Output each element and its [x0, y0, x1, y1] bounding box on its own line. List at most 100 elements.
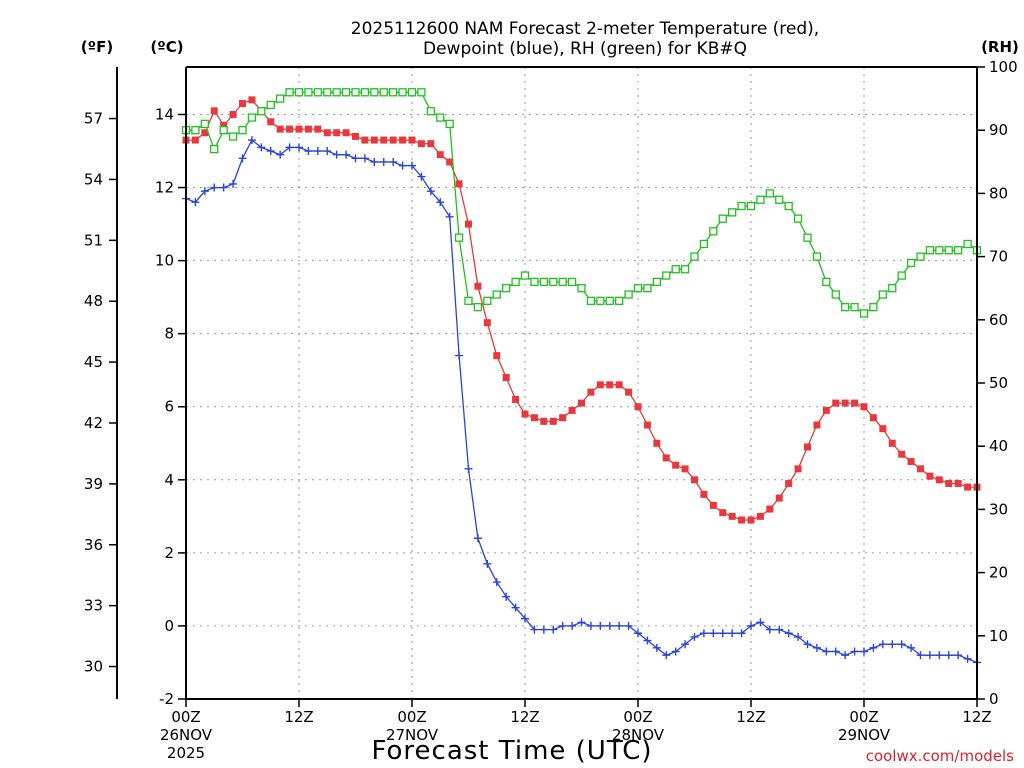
rh-point — [219, 126, 228, 135]
celsius-axis-unit: (ºC) — [150, 38, 183, 56]
x-tick-label: 27NOV — [386, 726, 439, 744]
temperature-point — [352, 132, 359, 140]
rh-point — [454, 233, 464, 242]
temperature-point — [276, 125, 284, 133]
dewpoint-point — [831, 647, 840, 656]
temperature-point — [709, 501, 717, 509]
rh-point — [389, 88, 398, 97]
fahrenheit-tick-label: 45 — [84, 353, 103, 371]
rh-point — [718, 214, 727, 223]
rh-tick-label: 10 — [989, 627, 1008, 645]
dewpoint-point — [351, 154, 360, 163]
dewpoint-point — [577, 618, 586, 627]
rh-point — [605, 296, 614, 305]
rh-tick-label: 90 — [989, 121, 1008, 139]
temperature-point — [879, 425, 887, 433]
series-layer — [181, 88, 982, 667]
temperature-point — [860, 403, 868, 411]
rh-point — [549, 277, 558, 287]
temperature-point — [465, 220, 472, 228]
rh-point — [690, 252, 699, 261]
dewpoint-point — [342, 150, 351, 159]
dewpoint-point — [276, 150, 285, 159]
dewpoint-point — [238, 154, 247, 163]
dewpoint-point — [530, 625, 539, 634]
rh-point — [586, 296, 596, 305]
dewpoint-point — [944, 651, 953, 660]
temperature-point — [634, 403, 642, 411]
dewpoint-point — [295, 143, 303, 152]
rh-point — [276, 94, 285, 103]
source-credit: coolwx.com/models — [866, 747, 1014, 765]
temperature-point — [888, 439, 896, 447]
dewpoint-point — [916, 651, 925, 660]
temperature-point — [738, 516, 746, 524]
rh-point — [878, 290, 887, 299]
temperature-point — [549, 417, 557, 425]
dewpoint-point — [709, 629, 718, 638]
temperature-point — [408, 136, 416, 144]
rh-point — [247, 113, 257, 122]
temperature-point — [681, 465, 689, 473]
celsius-tick-label: 12 — [155, 179, 174, 197]
rh-point — [257, 107, 266, 116]
dewpoint-point — [445, 212, 454, 221]
dewpoint-point — [690, 632, 699, 641]
temperature-point — [653, 439, 661, 447]
dewpoint-point — [963, 654, 972, 663]
dewpoint-point — [210, 183, 219, 192]
rh-point — [483, 296, 492, 305]
temperature-point — [954, 479, 962, 487]
temperature-point — [530, 414, 538, 422]
dewpoint-point — [426, 187, 435, 196]
dewpoint-point — [869, 643, 878, 652]
temperature-point — [399, 136, 407, 144]
rh-point — [520, 271, 530, 280]
temperature-point — [898, 450, 906, 458]
rh-point — [313, 88, 322, 97]
dewpoint-point — [219, 183, 228, 192]
dewpoint-point — [455, 351, 464, 360]
dewpoint-point — [521, 614, 529, 623]
dewpoint-point — [747, 621, 755, 630]
fahrenheit-tick-label: 51 — [84, 231, 103, 249]
rh-point — [285, 88, 294, 97]
rh-point — [737, 201, 746, 211]
fahrenheit-axis-unit: (ºF) — [81, 38, 113, 56]
rh-point — [398, 88, 407, 97]
rh-tick-label: 0 — [989, 690, 999, 708]
dewpoint-point — [822, 647, 831, 656]
rh-point — [652, 277, 661, 287]
rh-line — [186, 91, 978, 315]
temperature-point — [239, 100, 246, 108]
temperature-point — [587, 388, 595, 396]
rh-point — [492, 290, 501, 299]
rh-point — [869, 303, 878, 312]
fahrenheit-tick-label: 54 — [84, 170, 103, 188]
x-axis-label: Forecast Time (UTC) — [371, 736, 652, 766]
dewpoint-point — [850, 647, 859, 656]
dewpoint-point — [784, 629, 793, 638]
rh-point — [341, 88, 351, 97]
dewpoint-point — [925, 651, 934, 660]
temperature-point — [559, 414, 567, 422]
temperature-point — [220, 121, 228, 129]
temperature-point — [851, 399, 859, 407]
rh-point — [699, 239, 709, 249]
rh-tick-label: 20 — [989, 564, 1008, 582]
dewpoint-point — [878, 640, 887, 649]
rh-point — [793, 214, 803, 223]
rh-point — [850, 303, 859, 312]
rh-point — [963, 239, 972, 249]
temperature-point — [267, 118, 275, 126]
temperature-point — [229, 110, 237, 118]
temperature-point — [672, 461, 680, 469]
rh-point — [266, 100, 275, 110]
rh-point — [633, 284, 643, 293]
fahrenheit-tick-label: 57 — [84, 110, 103, 128]
dewpoint-point — [699, 629, 708, 638]
temperature-point — [521, 410, 529, 418]
dewpoint-point — [662, 651, 671, 660]
rh-tick-label: 50 — [989, 374, 1008, 392]
temperature-point — [747, 516, 755, 524]
